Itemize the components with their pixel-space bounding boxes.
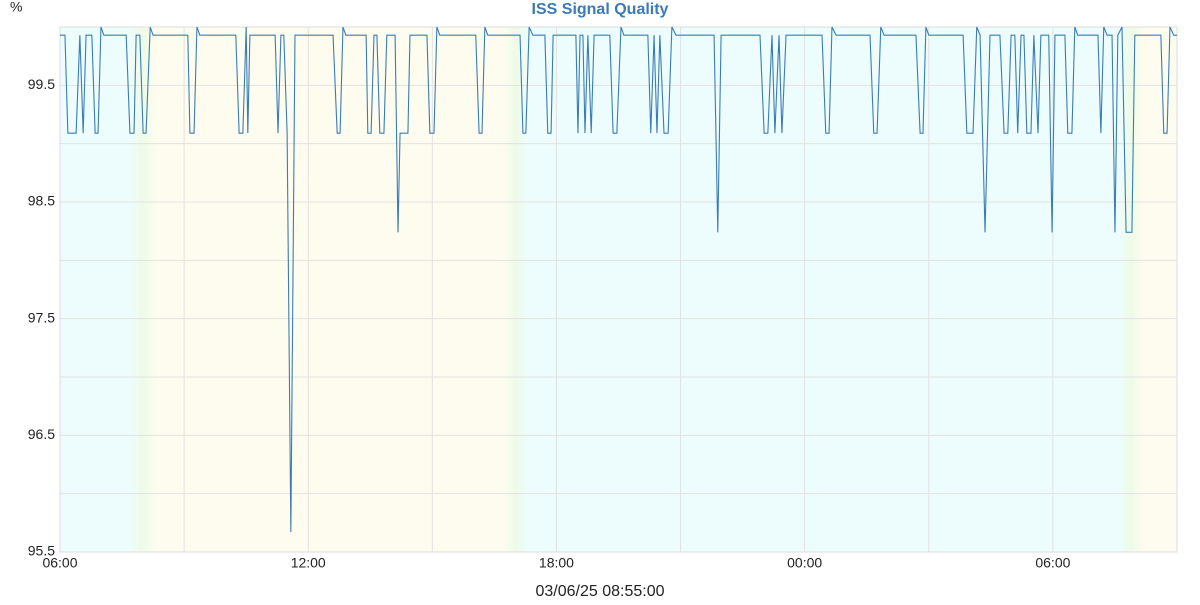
daylight-band: [1143, 27, 1177, 552]
y-unit-label: %: [10, 0, 22, 15]
band-transition: [502, 27, 528, 552]
x-tick-label: 06:00: [42, 555, 77, 571]
band-transition: [1119, 27, 1144, 552]
y-tick-label: 98.5: [28, 193, 55, 209]
y-tick-label: 96.5: [28, 426, 55, 442]
x-tick-label: 12:00: [291, 555, 326, 571]
x-tick-label: 18:00: [539, 555, 574, 571]
grid-layer: [59, 26, 1178, 553]
y-tick-label: 99.5: [28, 76, 55, 92]
x-tick-label: 00:00: [787, 555, 822, 571]
y-tick-label: 97.5: [28, 309, 55, 325]
daylight-band: [155, 27, 503, 552]
x-tick-label: 06:00: [1035, 555, 1070, 571]
chart-title: ISS Signal Quality: [532, 1, 669, 18]
daylight-band: [60, 27, 131, 552]
timestamp: 03/06/25 08:55:00: [535, 583, 664, 600]
daylight-band: [527, 27, 1120, 552]
signal-line: [60, 26, 1177, 533]
plot-layer: [60, 26, 1177, 533]
y-tick-label: 95.5: [28, 543, 55, 559]
plot-border: [59, 26, 1178, 553]
background-layer: [60, 27, 1177, 552]
